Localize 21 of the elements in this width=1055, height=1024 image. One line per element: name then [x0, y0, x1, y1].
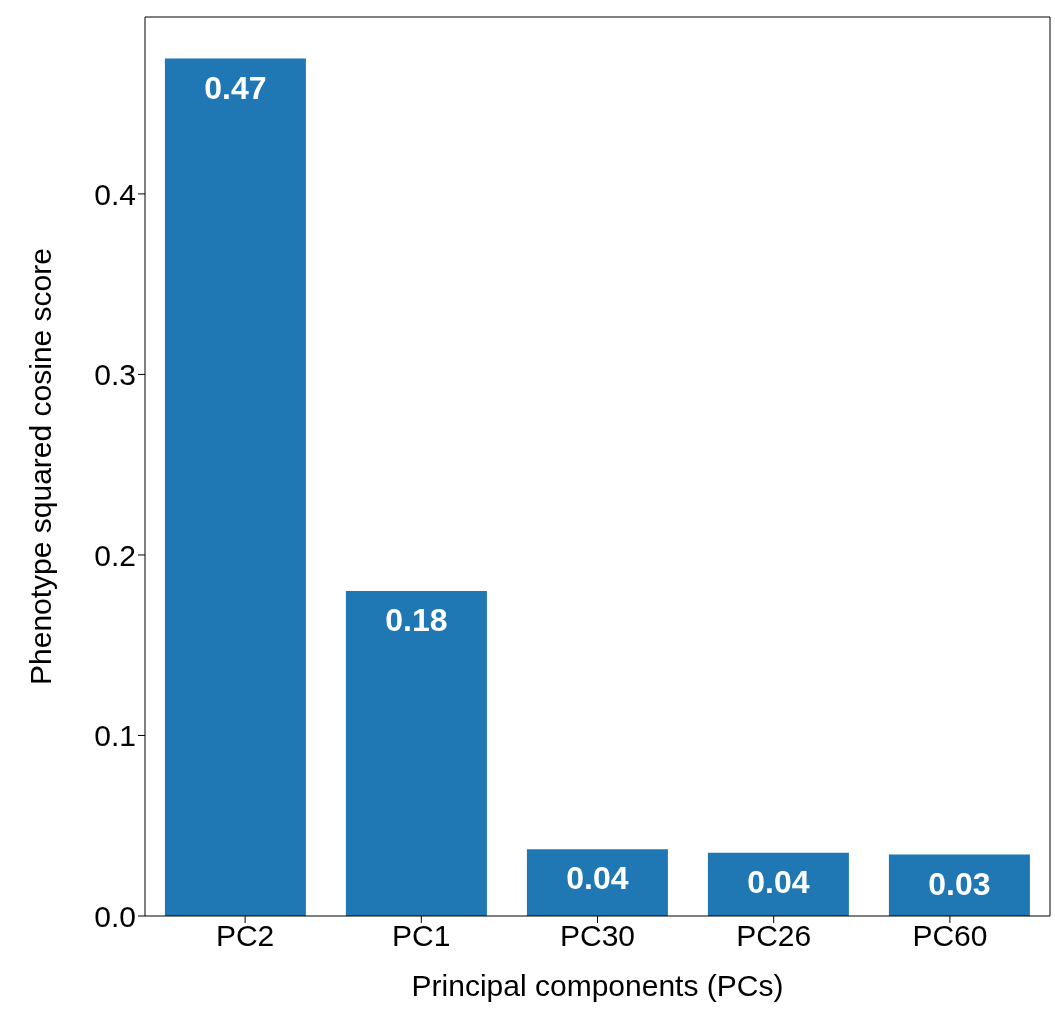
bar [164, 58, 306, 916]
data-label: 0.18 [385, 602, 448, 639]
y-tick-label: 0.2 [94, 538, 136, 572]
x-tick-label: PC26 [736, 919, 812, 953]
bar [707, 852, 849, 916]
y-axis-title: Phenotype squared cosine score [23, 248, 57, 685]
x-tick-label: PC2 [215, 919, 275, 953]
x-axis-title: Principal components (PCs) [411, 969, 784, 1002]
data-label: 0.47 [204, 69, 267, 106]
x-tick-label: PC60 [912, 919, 988, 953]
data-label: 0.04 [566, 860, 629, 897]
y-tick-label: 0.4 [94, 177, 136, 211]
y-tick-label: 0.3 [94, 358, 136, 392]
x-tick-label: PC30 [559, 919, 636, 953]
data-label: 0.04 [747, 863, 810, 900]
y-tick-label: 0.1 [94, 719, 136, 753]
y-tick-label: 0.0 [94, 899, 136, 933]
data-label: 0.03 [928, 865, 991, 902]
x-tick-label: PC1 [392, 919, 451, 953]
bar [526, 849, 668, 916]
bar [345, 591, 487, 916]
